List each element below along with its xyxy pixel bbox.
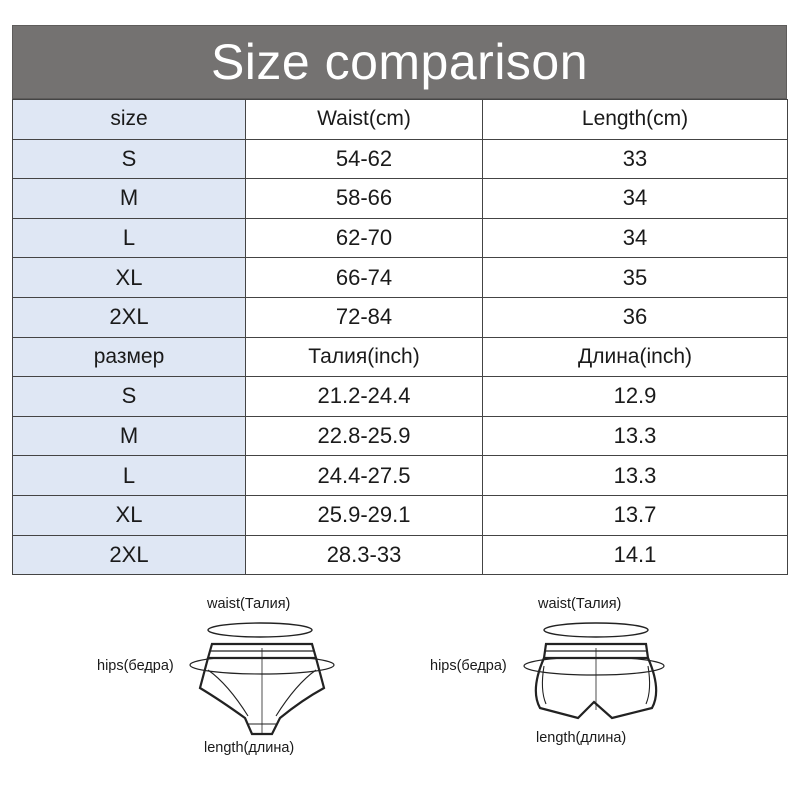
boxer-length-label: length(длина) [536,730,627,746]
size-cell: L [12,455,246,496]
length-cell: 13.7 [482,494,788,536]
length-cell: 13.3 [482,455,788,496]
table-row: 2XL 72-84 36 [12,296,788,338]
table-row: XL 25.9-29.1 13.7 [12,494,788,536]
measurement-diagrams: waist(Талия) hips(бедра) length(длина) w… [0,580,800,800]
size-cell: M [12,178,246,219]
brief-garment-illustration [189,622,335,736]
waist-cell: 66-74 [245,257,483,298]
waist-cell: 72-84 [245,296,483,338]
size-cell: S [12,376,246,417]
waist-cell: 28.3-33 [245,534,483,576]
header-length-inch: Длина(inch) [482,336,788,378]
table-row: L 62-70 34 [12,217,788,259]
size-cell: XL [12,257,246,298]
length-cell: 34 [482,178,788,219]
inch-header-row: размер Талия(inch) Длина(inch) [12,336,788,378]
table-row: M 22.8-25.9 13.3 [12,415,788,457]
header-size: size [12,99,246,140]
table-row: L 24.4-27.5 13.3 [12,455,788,496]
header-size-ru: размер [12,336,246,378]
waist-cell: 21.2-24.4 [245,376,483,417]
length-cell: 13.3 [482,415,788,457]
waist-cell: 22.8-25.9 [245,415,483,457]
size-cell: 2XL [12,296,246,338]
boxer-hips-label: hips(бедра) [430,658,507,674]
brief-hips-label: hips(бедра) [97,658,174,674]
size-cell: S [12,138,246,180]
waist-cell: 58-66 [245,178,483,219]
waist-cell: 54-62 [245,138,483,180]
header-waist-inch: Талия(inch) [245,336,483,378]
size-cell: XL [12,494,246,536]
size-cell: M [12,415,246,457]
brief-waist-label: waist(Талия) [207,596,291,612]
length-cell: 12.9 [482,376,788,417]
length-cell: 34 [482,217,788,259]
size-table-container: Size comparison size Waist(cm) Length(cm… [12,25,788,576]
waist-cell: 62-70 [245,217,483,259]
table-row: XL 66-74 35 [12,257,788,298]
header-length-cm: Length(cm) [482,99,788,140]
table-row: 2XL 28.3-33 14.1 [12,534,788,576]
brief-length-label: length(длина) [204,740,295,756]
size-table: size Waist(cm) Length(cm) S 54-62 33 M 5… [12,99,788,576]
size-cell: 2XL [12,534,246,576]
page-title: Size comparison [12,25,787,99]
table-row: S 54-62 33 [12,138,788,180]
size-cell: L [12,217,246,259]
length-cell: 35 [482,257,788,298]
header-waist-cm: Waist(cm) [245,99,483,140]
length-cell: 36 [482,296,788,338]
waist-cell: 25.9-29.1 [245,494,483,536]
table-row: M 58-66 34 [12,178,788,219]
table-row: S 21.2-24.4 12.9 [12,376,788,417]
cm-header-row: size Waist(cm) Length(cm) [12,99,788,140]
boxer-waist-label: waist(Талия) [538,596,622,612]
length-cell: 14.1 [482,534,788,576]
boxer-garment-illustration [523,622,665,720]
waist-cell: 24.4-27.5 [245,455,483,496]
length-cell: 33 [482,138,788,180]
